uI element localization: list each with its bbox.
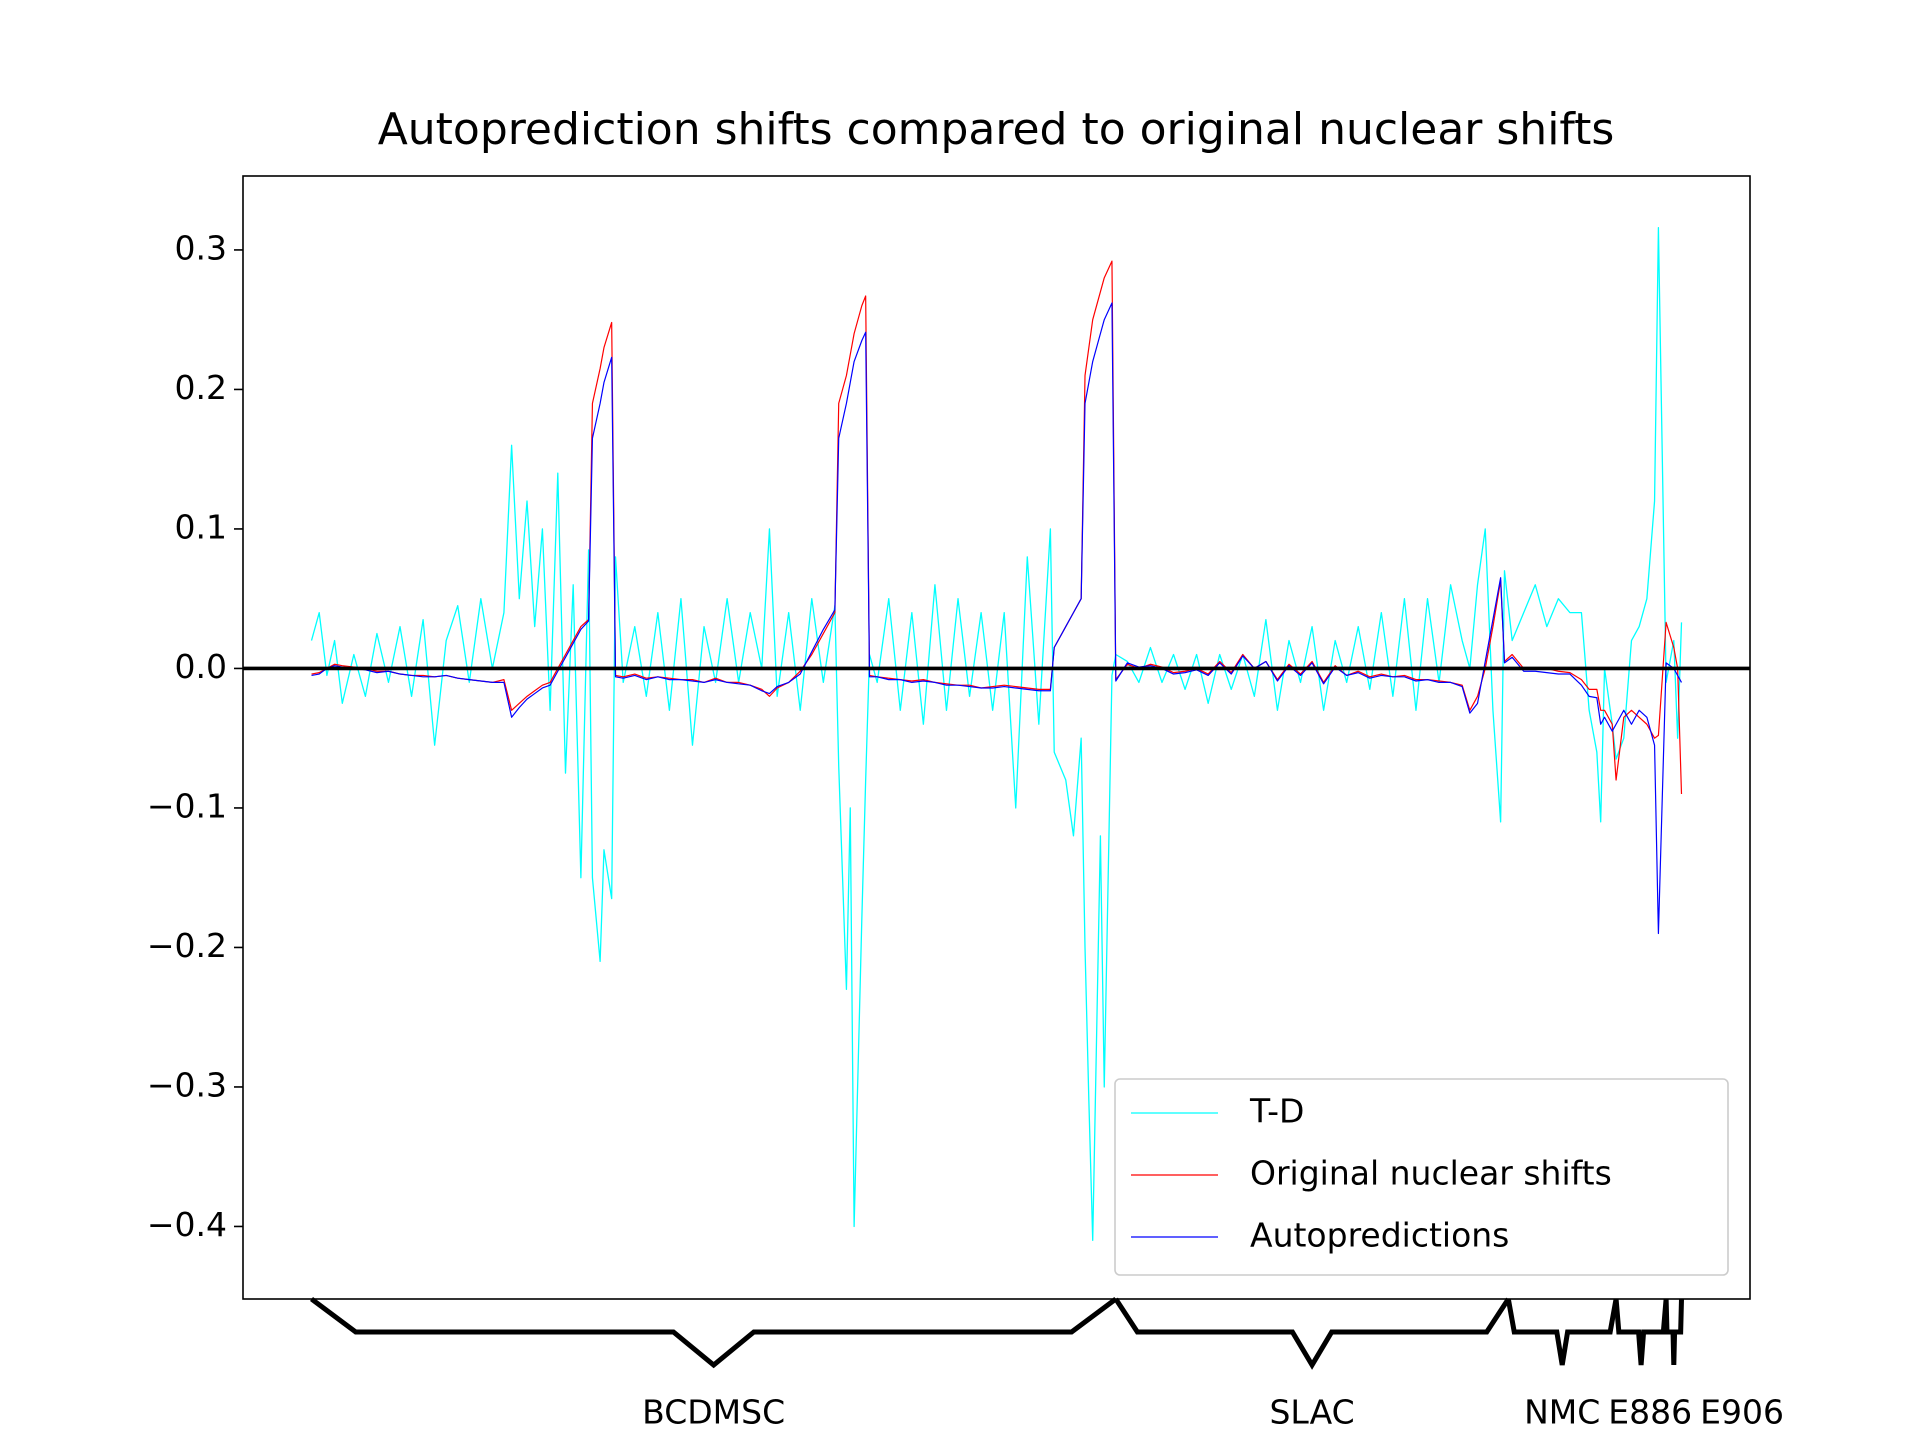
y-tick-label: 0.0 <box>175 647 227 686</box>
legend-label: T-D <box>1249 1092 1304 1131</box>
group-brace <box>1613 1298 1669 1366</box>
data-line <box>311 302 1683 935</box>
group-label: E906 <box>1700 1393 1784 1432</box>
group-label: BCDMSC <box>642 1393 785 1432</box>
group-brace <box>1505 1298 1619 1366</box>
y-tick-label: −0.4 <box>147 1205 227 1244</box>
group-brace <box>1113 1297 1511 1370</box>
plot-frame <box>242 175 1751 1300</box>
group-label: SLAC <box>1269 1393 1354 1432</box>
group-label: NMC <box>1524 1393 1600 1432</box>
group-brace <box>310 1296 1118 1369</box>
y-tick-label: 0.3 <box>175 228 227 267</box>
group-label: E886 <box>1608 1393 1692 1432</box>
data-line <box>311 260 1683 795</box>
y-tick-label: −0.1 <box>147 786 227 825</box>
data-line <box>310 226 1683 1242</box>
y-tick-label: −0.3 <box>147 1065 227 1104</box>
y-tick-label: −0.2 <box>147 926 227 965</box>
legend-label: Autopredictions <box>1250 1216 1509 1255</box>
group-brace <box>1663 1298 1684 1366</box>
y-tick-label: 0.2 <box>175 368 227 407</box>
chart-title: Autoprediction shifts compared to origin… <box>378 104 1615 155</box>
y-tick-label: 0.1 <box>175 507 227 546</box>
legend-box <box>1114 1078 1729 1276</box>
legend-label: Original nuclear shifts <box>1250 1154 1612 1193</box>
